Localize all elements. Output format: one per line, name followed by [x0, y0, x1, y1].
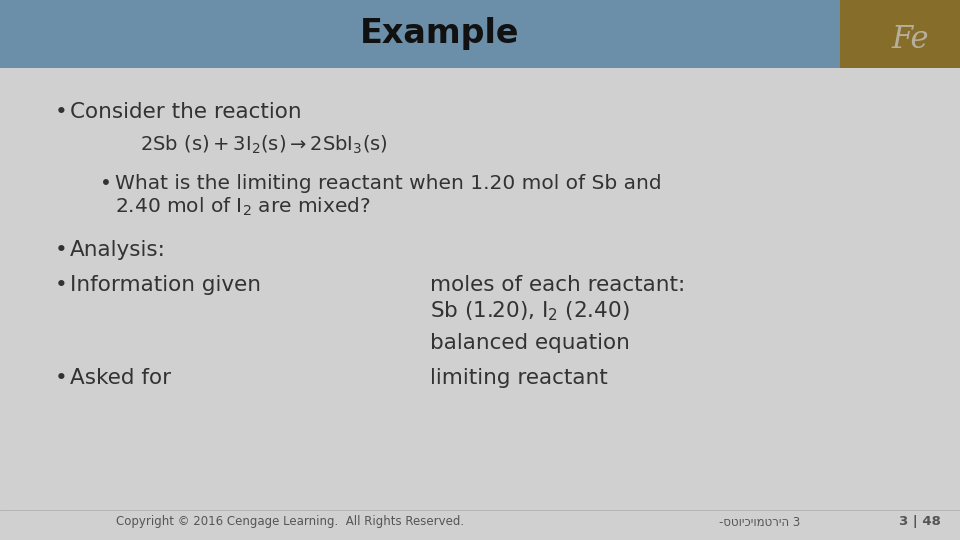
Text: 2.40 mol of I$_2$ are mixed?: 2.40 mol of I$_2$ are mixed?	[115, 196, 371, 218]
Text: •: •	[100, 174, 112, 193]
Text: Copyright © 2016 Cengage Learning.  All Rights Reserved.: Copyright © 2016 Cengage Learning. All R…	[116, 516, 464, 529]
Bar	[840, 0, 960, 68]
Text: -סטויכיומטריה 3: -סטויכיומטריה 3	[719, 516, 801, 529]
Text: Consider the reaction: Consider the reaction	[70, 102, 301, 122]
Text: limiting reactant: limiting reactant	[430, 368, 608, 388]
Text: 3 | 48: 3 | 48	[900, 516, 941, 529]
Text: •: •	[55, 368, 68, 388]
Text: Sb (1.20), I$_2$ (2.40): Sb (1.20), I$_2$ (2.40)	[430, 299, 630, 322]
Text: Fe: Fe	[891, 24, 928, 55]
Text: $2\mathrm{Sb\ (s)} + 3\mathrm{I}_2\mathrm{(s)} \rightarrow 2\mathrm{SbI}_3\mathr: $2\mathrm{Sb\ (s)} + 3\mathrm{I}_2\mathr…	[140, 134, 388, 156]
Text: moles of each reactant:: moles of each reactant:	[430, 275, 685, 295]
Text: Analysis:: Analysis:	[70, 240, 166, 260]
Text: •: •	[55, 240, 68, 260]
Text: balanced equation: balanced equation	[430, 333, 630, 353]
Text: •: •	[55, 102, 68, 122]
Text: Example: Example	[360, 17, 519, 51]
Text: Asked for: Asked for	[70, 368, 171, 388]
Text: What is the limiting reactant when 1.20 mol of Sb and: What is the limiting reactant when 1.20 …	[115, 174, 661, 193]
Bar	[0, 0, 960, 68]
Text: Information given: Information given	[70, 275, 261, 295]
Text: •: •	[55, 275, 68, 295]
